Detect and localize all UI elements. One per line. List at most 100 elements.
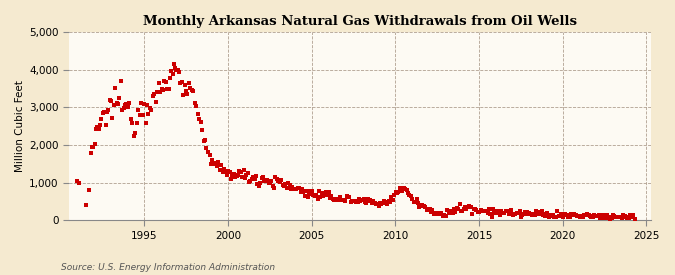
Point: [445, 209, 456, 213]
Point: [201, 146, 212, 150]
Point: [114, 96, 125, 101]
Point: [618, 212, 628, 217]
Point: [396, 187, 406, 192]
Point: [531, 209, 542, 213]
Point: [157, 88, 168, 92]
Point: [162, 87, 173, 91]
Point: [614, 215, 624, 219]
Point: [626, 215, 637, 219]
Point: [188, 89, 198, 94]
Point: [518, 212, 529, 216]
Point: [275, 180, 286, 184]
Point: [191, 104, 202, 108]
Point: [323, 190, 334, 194]
Point: [379, 199, 389, 203]
Point: [261, 178, 271, 183]
Point: [302, 194, 313, 199]
Point: [541, 212, 551, 216]
Point: [223, 169, 234, 173]
Point: [500, 208, 511, 213]
Point: [393, 190, 404, 194]
Point: [615, 214, 626, 219]
Point: [224, 170, 235, 175]
Point: [117, 108, 128, 113]
Point: [465, 205, 476, 210]
Point: [529, 213, 540, 217]
Point: [587, 214, 598, 219]
Point: [144, 106, 155, 111]
Point: [569, 212, 580, 216]
Point: [283, 180, 294, 185]
Point: [298, 190, 308, 194]
Point: [430, 211, 441, 215]
Point: [572, 214, 583, 218]
Point: [202, 150, 213, 155]
Point: [478, 208, 489, 213]
Point: [525, 211, 536, 216]
Point: [279, 183, 290, 188]
Point: [376, 202, 387, 206]
Point: [306, 189, 317, 193]
Point: [372, 201, 383, 206]
Point: [437, 213, 448, 218]
Point: [348, 199, 359, 203]
Point: [602, 213, 613, 217]
Point: [198, 139, 209, 143]
Point: [220, 170, 231, 174]
Point: [206, 162, 217, 167]
Point: [509, 211, 520, 216]
Point: [563, 215, 574, 219]
Point: [343, 195, 354, 199]
Point: [236, 170, 246, 174]
Point: [570, 213, 581, 217]
Point: [322, 193, 333, 197]
Point: [313, 189, 324, 193]
Point: [450, 210, 461, 214]
Point: [74, 181, 84, 186]
Point: [284, 183, 295, 188]
Point: [351, 200, 362, 204]
Point: [259, 179, 270, 183]
Point: [556, 212, 567, 217]
Point: [512, 211, 522, 215]
Point: [185, 86, 196, 90]
Point: [487, 207, 498, 211]
Point: [392, 191, 402, 196]
Point: [246, 177, 257, 181]
Point: [526, 213, 537, 217]
Point: [433, 211, 443, 215]
Point: [464, 204, 475, 209]
Point: [210, 161, 221, 165]
Point: [172, 68, 183, 73]
Point: [115, 78, 126, 83]
Point: [610, 214, 621, 219]
Point: [402, 191, 413, 196]
Point: [147, 94, 158, 98]
Point: [424, 206, 435, 211]
Point: [421, 208, 432, 212]
Point: [577, 215, 588, 219]
Point: [127, 121, 138, 125]
Point: [440, 213, 451, 218]
Point: [439, 213, 450, 217]
Point: [238, 168, 249, 173]
Title: Monthly Arkansas Natural Gas Withdrawals from Oil Wells: Monthly Arkansas Natural Gas Withdrawals…: [143, 15, 577, 28]
Point: [113, 102, 124, 107]
Point: [182, 92, 193, 96]
Point: [595, 215, 605, 220]
Point: [368, 199, 379, 204]
Point: [558, 215, 568, 219]
Point: [121, 102, 132, 106]
Point: [492, 211, 503, 215]
Point: [380, 200, 391, 205]
Point: [189, 100, 200, 105]
Point: [265, 180, 275, 185]
Point: [256, 176, 267, 180]
Point: [165, 76, 176, 80]
Point: [456, 208, 466, 213]
Point: [166, 69, 177, 73]
Point: [111, 101, 122, 105]
Point: [628, 213, 639, 218]
Point: [200, 138, 211, 142]
Point: [416, 204, 427, 208]
